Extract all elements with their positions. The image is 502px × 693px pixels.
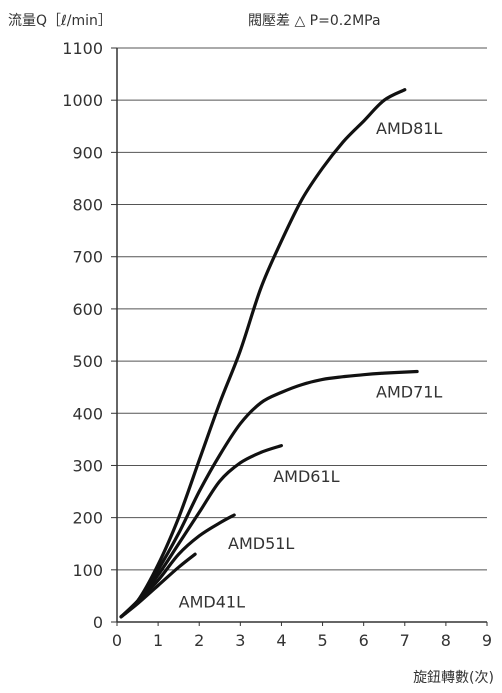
x-tick-labels: 0 1 2 3 4 5 6 7 8 9 xyxy=(112,631,492,650)
x-tick-label: 9 xyxy=(482,631,492,650)
y-tick-label: 300 xyxy=(72,456,103,475)
x-axis-title: 旋鈕轉數(次) xyxy=(413,670,494,686)
axes xyxy=(111,47,488,626)
x-tick-label: 4 xyxy=(276,631,286,650)
y-tick-label: 900 xyxy=(72,143,103,162)
x-tick-label: 6 xyxy=(359,631,369,650)
series-line-amd71l xyxy=(119,369,419,619)
x-tick-label: 2 xyxy=(194,631,204,650)
y-tick-label: 1100 xyxy=(62,39,103,58)
series-label-amd71l: AMD71L xyxy=(376,383,442,402)
series-label-amd41l: AMD41L xyxy=(179,592,245,611)
x-tick-label: 0 xyxy=(112,631,122,650)
y-tick-label: 500 xyxy=(72,352,103,371)
series-label-amd61l: AMD61L xyxy=(273,467,339,486)
series-line-amd61l xyxy=(119,444,283,619)
y-tick-label: 100 xyxy=(72,561,103,580)
y-axis-title: 流量Q［ℓ/min］ xyxy=(8,13,112,29)
x-tick-label: 5 xyxy=(317,631,327,650)
y-tick-label: 200 xyxy=(72,509,103,528)
y-tick-label: 400 xyxy=(72,404,103,423)
x-tick-label: 8 xyxy=(441,631,451,650)
y-tick-label: 700 xyxy=(72,248,103,267)
y-tick-label: 600 xyxy=(72,300,103,319)
x-tick-label: 7 xyxy=(400,631,410,650)
y-tick-label: 0 xyxy=(93,613,103,632)
chart-title: 閥壓差 △ P=0.2MPa xyxy=(248,13,381,29)
series-labels: AMD81L AMD71L AMD61L AMD51L AMD41L xyxy=(179,119,443,611)
series-label-amd51l: AMD51L xyxy=(228,534,294,553)
x-tick-label: 3 xyxy=(235,631,245,650)
y-tick-label: 1000 xyxy=(62,91,103,110)
series-line-amd51l xyxy=(119,513,236,619)
y-tick-label: 800 xyxy=(72,196,103,215)
x-tick-label: 1 xyxy=(153,631,163,650)
series-line-amd41l xyxy=(119,552,197,619)
gridlines xyxy=(117,47,487,571)
series-label-amd81l: AMD81L xyxy=(376,119,442,138)
series-lines xyxy=(119,88,419,619)
series-line-amd81l xyxy=(119,88,407,619)
y-tick-labels: 0 100 200 300 400 500 600 700 800 900 1000 1100 xyxy=(62,39,103,632)
